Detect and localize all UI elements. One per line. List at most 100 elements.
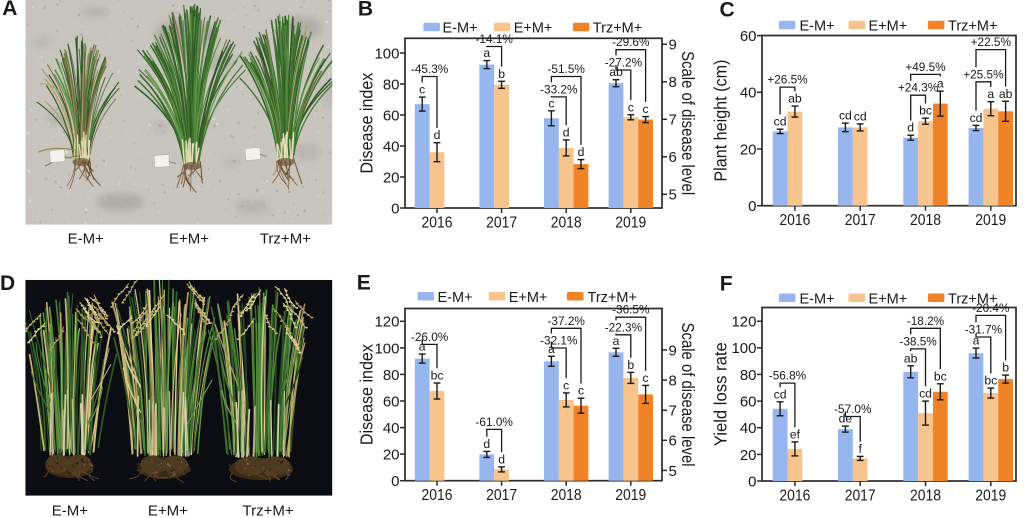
svg-text:2016: 2016 — [422, 487, 453, 504]
svg-text:a: a — [548, 342, 555, 356]
svg-text:6: 6 — [669, 149, 677, 166]
svg-text:Scale of disease level: Scale of disease level — [678, 51, 698, 195]
svg-text:-45.3%: -45.3% — [411, 62, 449, 76]
svg-text:f: f — [859, 442, 863, 456]
svg-text:9: 9 — [669, 37, 677, 54]
svg-text:cd: cd — [774, 387, 787, 401]
svg-text:2018: 2018 — [551, 215, 582, 232]
svg-text:E-M+: E-M+ — [800, 291, 835, 307]
svg-text:-33.2%: -33.2% — [540, 82, 578, 96]
svg-text:2019: 2019 — [975, 488, 1006, 505]
svg-text:b: b — [627, 358, 634, 372]
svg-text:5: 5 — [669, 187, 677, 204]
svg-text:2017: 2017 — [486, 215, 517, 232]
svg-text:a: a — [613, 334, 620, 348]
svg-text:Disease index: Disease index — [357, 72, 377, 173]
svg-text:b: b — [498, 67, 505, 81]
svg-text:E+M+: E+M+ — [169, 231, 209, 248]
svg-text:80: 80 — [383, 367, 400, 384]
svg-text:Plant height (cm): Plant height (cm) — [711, 60, 731, 182]
svg-text:40: 40 — [383, 138, 400, 155]
svg-text:9: 9 — [669, 342, 677, 359]
svg-text:60: 60 — [383, 107, 400, 124]
svg-text:bc: bc — [984, 374, 997, 388]
svg-text:E+M+: E+M+ — [869, 19, 908, 35]
svg-text:-22.3%: -22.3% — [605, 320, 643, 334]
svg-text:-31.7%: -31.7% — [965, 323, 1003, 337]
svg-text:cd: cd — [970, 111, 983, 125]
svg-text:-29.6%: -29.6% — [612, 35, 650, 49]
svg-text:a: a — [483, 46, 490, 60]
svg-text:100: 100 — [731, 340, 756, 357]
svg-text:ab: ab — [788, 92, 802, 106]
svg-text:2017: 2017 — [845, 212, 876, 229]
svg-text:d: d — [483, 437, 490, 451]
svg-text:2019: 2019 — [615, 487, 646, 504]
svg-text:d: d — [498, 452, 505, 466]
svg-text:0: 0 — [748, 473, 756, 490]
svg-text:ab: ab — [609, 65, 623, 79]
svg-text:60: 60 — [383, 393, 400, 410]
svg-text:Yield loss rate: Yield loss rate — [710, 342, 730, 446]
svg-text:de: de — [839, 412, 853, 426]
svg-text:bc: bc — [431, 369, 444, 383]
svg-text:20: 20 — [383, 169, 400, 186]
svg-text:Trz+M+: Trz+M+ — [948, 291, 997, 307]
svg-text:E+M+: E+M+ — [148, 502, 188, 518]
svg-text:2017: 2017 — [486, 487, 517, 504]
svg-text:E-M+: E-M+ — [68, 231, 104, 248]
svg-text:20: 20 — [740, 141, 757, 158]
svg-text:-61.0%: -61.0% — [476, 415, 514, 429]
svg-text:+49.5%: +49.5% — [905, 60, 946, 74]
svg-text:2016: 2016 — [779, 212, 810, 229]
svg-text:-56.8%: -56.8% — [769, 369, 807, 383]
svg-text:40: 40 — [740, 420, 757, 437]
svg-text:E-M+: E-M+ — [438, 290, 473, 306]
svg-text:E+M+: E+M+ — [509, 290, 548, 306]
svg-text:cd: cd — [774, 115, 787, 129]
svg-text:-27.2%: -27.2% — [605, 56, 643, 70]
svg-text:40: 40 — [740, 85, 757, 102]
svg-text:7: 7 — [669, 112, 677, 129]
svg-text:7: 7 — [669, 403, 677, 420]
svg-text:6: 6 — [669, 433, 677, 450]
svg-text:d: d — [578, 145, 585, 159]
svg-text:120: 120 — [374, 314, 399, 331]
svg-text:D: D — [0, 272, 15, 295]
svg-text:100: 100 — [374, 340, 399, 357]
svg-text:2016: 2016 — [422, 215, 453, 232]
svg-text:c: c — [419, 83, 425, 97]
svg-text:b: b — [1002, 361, 1009, 375]
svg-text:120: 120 — [731, 314, 756, 331]
svg-text:B: B — [358, 0, 373, 21]
svg-text:a: a — [973, 334, 980, 348]
svg-text:d: d — [563, 125, 570, 139]
svg-text:Trz+M+: Trz+M+ — [948, 19, 997, 35]
svg-text:8: 8 — [669, 373, 677, 390]
svg-text:E: E — [357, 271, 371, 294]
svg-text:E-M+: E-M+ — [52, 502, 88, 518]
svg-text:c: c — [628, 100, 634, 114]
svg-text:ef: ef — [790, 427, 801, 441]
svg-text:8: 8 — [669, 74, 677, 91]
svg-text:bc: bc — [919, 104, 932, 118]
svg-text:cd: cd — [854, 109, 867, 123]
svg-text:-26.0%: -26.0% — [411, 330, 449, 344]
svg-text:80: 80 — [383, 76, 400, 93]
svg-text:cd: cd — [919, 387, 932, 401]
svg-text:2019: 2019 — [975, 212, 1006, 229]
svg-text:Trz+M+: Trz+M+ — [588, 290, 637, 306]
svg-text:2016: 2016 — [779, 488, 810, 505]
svg-text:A: A — [2, 0, 17, 20]
svg-text:Disease index: Disease index — [357, 344, 377, 445]
svg-text:a: a — [987, 87, 994, 101]
svg-text:E-M+: E-M+ — [443, 21, 478, 37]
svg-text:c: c — [578, 384, 584, 398]
svg-text:Scale of disease level: Scale of disease level — [678, 323, 698, 467]
svg-text:bc: bc — [934, 369, 947, 383]
svg-text:-36.5%: -36.5% — [612, 303, 650, 317]
svg-text:+26.5%: +26.5% — [767, 73, 808, 87]
svg-text:C: C — [720, 0, 735, 21]
svg-text:2018: 2018 — [910, 488, 941, 505]
svg-text:E+M+: E+M+ — [514, 21, 553, 37]
